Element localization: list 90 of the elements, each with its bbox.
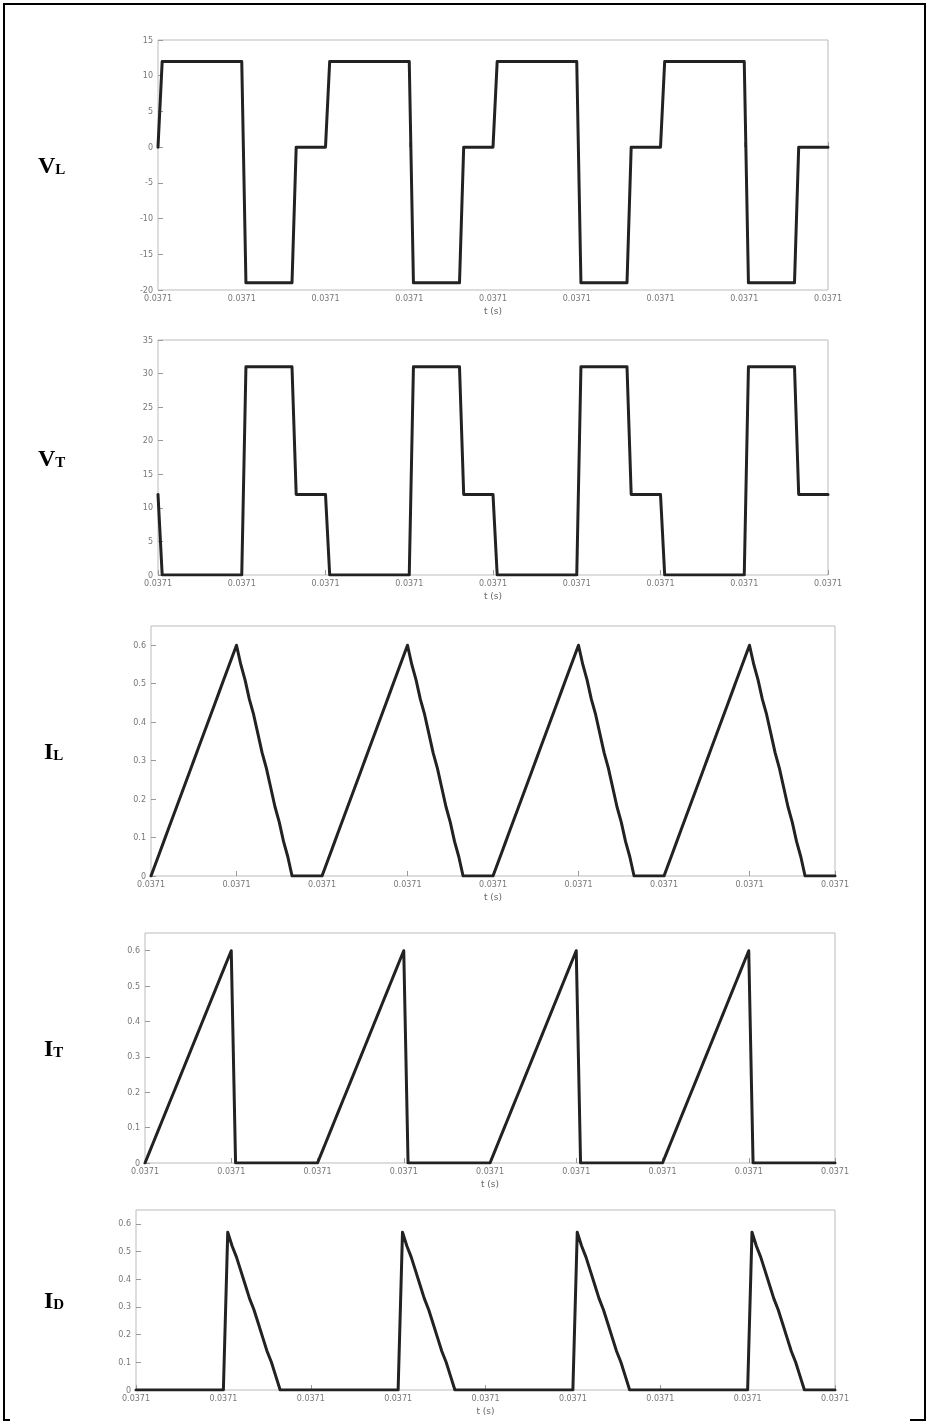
y-tick-label: 0.3 <box>127 1052 140 1062</box>
y-tick-label: 10 <box>142 503 153 513</box>
x-tick-label: 0.0371 <box>821 1393 849 1403</box>
y-tick-label: -15 <box>139 249 153 259</box>
x-tick-label: 0.0371 <box>564 879 593 889</box>
x-tick-label: 0.0371 <box>303 1166 332 1176</box>
x-tick-label: 0.0371 <box>646 1393 675 1403</box>
y-tick-label: 0 <box>125 1385 131 1395</box>
x-tick-label: 0.0371 <box>479 578 507 588</box>
x-tick-label: 0.0371 <box>308 879 336 889</box>
x-tick-label: 0.0371 <box>479 879 507 889</box>
x-tick-label: 0.0371 <box>562 293 591 303</box>
y-tick-label: -20 <box>139 285 153 295</box>
y-tick-label: 0.4 <box>127 1016 140 1026</box>
x-tick-label: 0.0371 <box>144 578 172 588</box>
x-tick-label: 0.0371 <box>558 1393 587 1403</box>
x-tick-label: 0.0371 <box>227 293 256 303</box>
y-tick-label: 0.5 <box>127 981 140 991</box>
y-tick-label: 0.4 <box>133 717 146 727</box>
x-tick-label: 0.0371 <box>144 293 172 303</box>
y-tick-label: 5 <box>147 536 153 546</box>
y-tick-label: 0.2 <box>133 794 146 804</box>
x-tick-label: 0.0371 <box>227 578 256 588</box>
x-tick-label: 0.0371 <box>131 1166 159 1176</box>
y-tick-label: 15 <box>142 469 153 479</box>
line-series <box>134 1230 837 1392</box>
x-tick-label: 0.0371 <box>296 1393 325 1403</box>
y-tick-label: 0.2 <box>118 1330 131 1340</box>
y-tick-label: 0 <box>147 570 153 580</box>
x-tick-label: 0.0371 <box>646 578 675 588</box>
y-tick-label: 0 <box>134 1158 140 1168</box>
x-tick-label: 0.0371 <box>814 293 842 303</box>
x-axis-title: t (s) <box>483 892 503 903</box>
y-tick-label: 0.1 <box>118 1357 131 1367</box>
x-tick-label: 0.0371 <box>471 1393 500 1403</box>
x-tick-label: 0.0371 <box>137 879 165 889</box>
line-series <box>143 949 837 1165</box>
y-tick-label: 0 <box>140 871 146 881</box>
x-tick-label: 0.0371 <box>646 293 675 303</box>
y-tick-label: 0.1 <box>133 833 146 843</box>
y-tick-label: 0.6 <box>127 946 140 956</box>
y-tick-label: -5 <box>145 178 153 188</box>
x-tick-label: 0.0371 <box>209 1393 238 1403</box>
x-tick-label: 0.0371 <box>730 578 759 588</box>
x-tick-label: 0.0371 <box>395 578 424 588</box>
y-tick-label: 20 <box>142 436 153 446</box>
line-series <box>149 643 837 878</box>
y-tick-label: 0.4 <box>118 1274 131 1284</box>
x-axis-title: t (s) <box>483 306 503 317</box>
x-tick-label: 0.0371 <box>311 293 340 303</box>
x-tick-label: 0.0371 <box>222 879 251 889</box>
x-tick-label: 0.0371 <box>734 1166 763 1176</box>
y-tick-label: -10 <box>139 214 153 224</box>
y-tick-label: 0.6 <box>133 640 146 650</box>
x-tick-label: 0.0371 <box>733 1393 762 1403</box>
x-tick-label: 0.0371 <box>384 1393 413 1403</box>
y-tick-label: 0.2 <box>127 1087 140 1097</box>
y-tick-label: 25 <box>142 402 153 412</box>
x-tick-label: 0.0371 <box>311 578 340 588</box>
x-tick-label: 0.0371 <box>395 293 424 303</box>
x-tick-label: 0.0371 <box>217 1166 246 1176</box>
y-tick-label: 0.1 <box>127 1123 140 1133</box>
x-tick-label: 0.0371 <box>735 879 764 889</box>
x-tick-label: 0.0371 <box>393 879 422 889</box>
x-tick-label: 0.0371 <box>562 578 591 588</box>
x-tick-label: 0.0371 <box>650 879 678 889</box>
y-tick-label: 0.6 <box>118 1219 131 1229</box>
x-tick-label: 0.0371 <box>389 1166 418 1176</box>
x-axis-title: t (s) <box>476 1406 495 1417</box>
x-tick-label: 0.0371 <box>479 293 507 303</box>
y-tick-label: 0.5 <box>118 1247 131 1257</box>
x-tick-label: 0.0371 <box>648 1166 677 1176</box>
y-tick-label: 30 <box>142 369 153 379</box>
x-axis-title: t (s) <box>483 591 503 602</box>
y-tick-label: 0 <box>147 142 153 152</box>
x-tick-label: 0.0371 <box>562 1166 591 1176</box>
x-axis-title: t (s) <box>480 1179 500 1190</box>
y-tick-label: 5 <box>147 106 153 116</box>
x-tick-label: 0.0371 <box>821 879 849 889</box>
y-tick-label: 10 <box>142 71 153 81</box>
x-tick-label: 0.0371 <box>476 1166 504 1176</box>
y-tick-label: 35 <box>142 335 153 345</box>
y-tick-label: 15 <box>142 35 153 45</box>
y-tick-label: 0.3 <box>133 756 146 766</box>
x-tick-label: 0.0371 <box>122 1393 150 1403</box>
x-tick-label: 0.0371 <box>821 1166 849 1176</box>
x-tick-label: 0.0371 <box>814 578 842 588</box>
y-tick-label: 0.5 <box>133 679 146 689</box>
y-tick-label: 0.3 <box>118 1302 131 1312</box>
x-tick-label: 0.0371 <box>730 293 759 303</box>
